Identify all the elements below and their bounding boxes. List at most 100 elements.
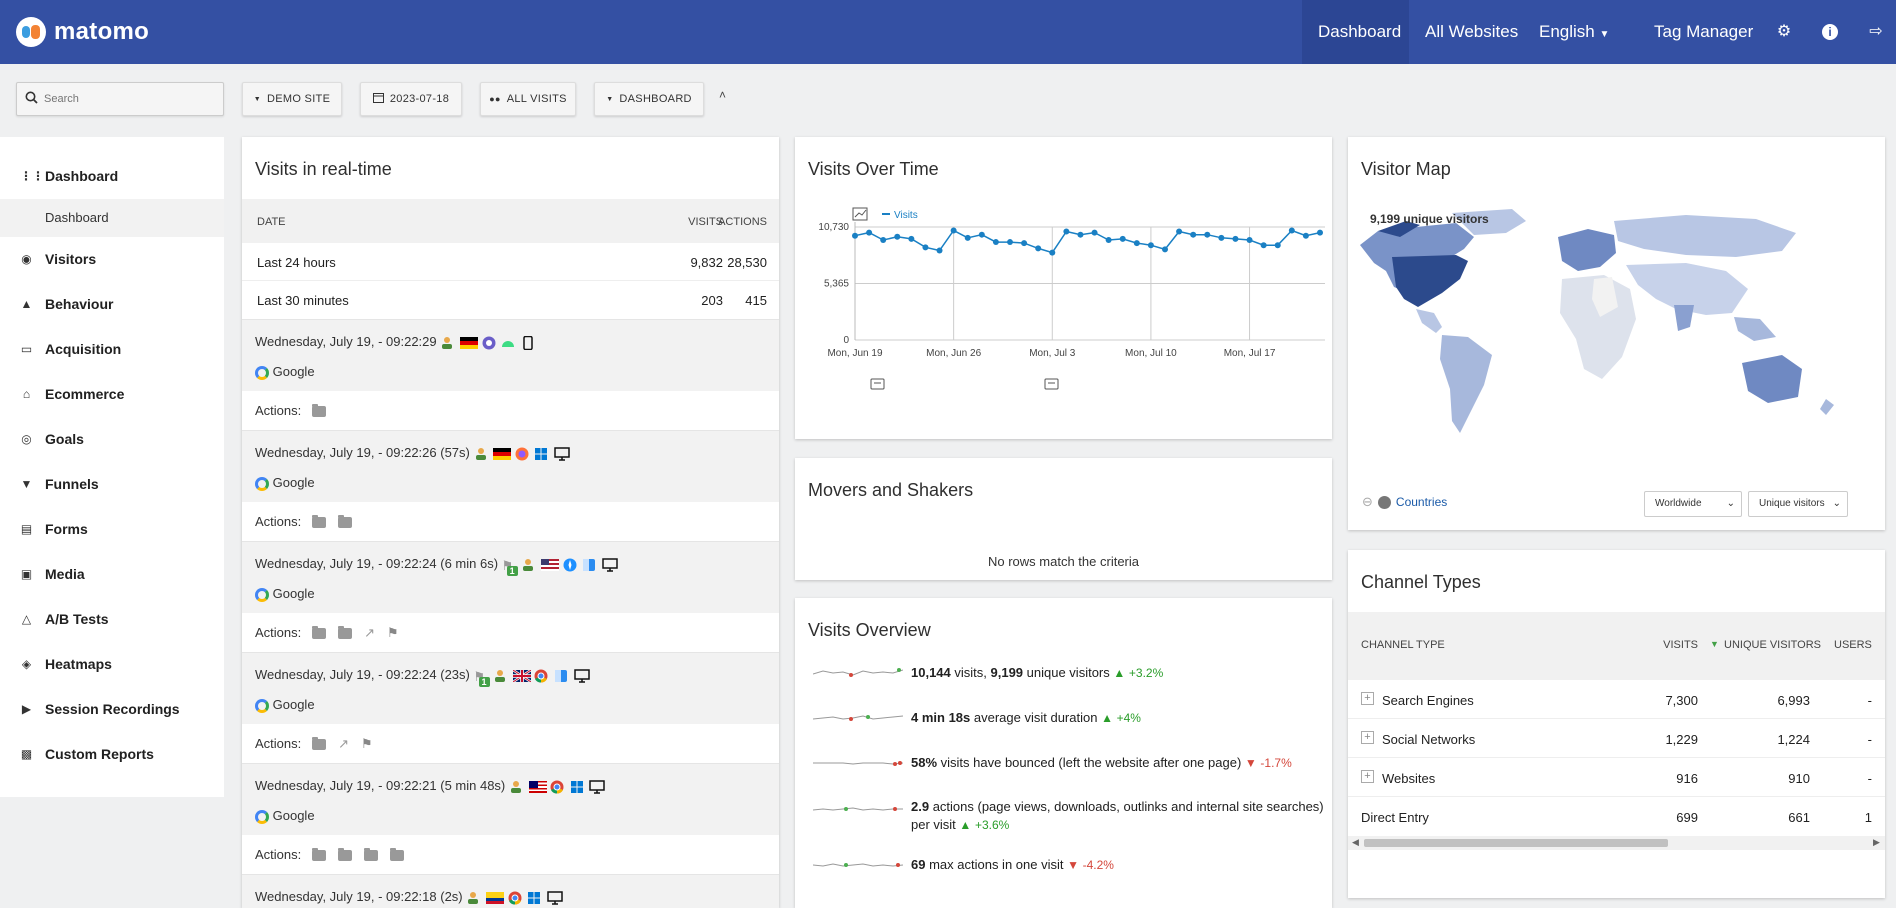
map-region-india[interactable]: [1674, 305, 1694, 331]
search-box[interactable]: [16, 82, 224, 116]
world-map[interactable]: [1356, 209, 1876, 459]
gear-icon[interactable]: ⚙: [1776, 23, 1792, 40]
chart-legend[interactable]: Visits: [894, 210, 918, 221]
chart-type-icon[interactable]: [852, 207, 868, 221]
table-row[interactable]: Direct Entry 699 661 1: [1348, 797, 1885, 836]
data-point[interactable]: [1091, 229, 1098, 236]
referrer-name[interactable]: Google: [272, 808, 315, 823]
map-region-africa[interactable]: [1560, 275, 1636, 379]
visitor-profile-icon[interactable]: [521, 558, 537, 572]
sidebar-subitem-dashboard[interactable]: Dashboard: [0, 199, 224, 237]
map-region-asia[interactable]: [1626, 263, 1748, 315]
data-point[interactable]: [1021, 240, 1028, 247]
data-point[interactable]: [866, 229, 873, 236]
nav-dashboard[interactable]: Dashboard: [1302, 0, 1409, 64]
site-selector[interactable]: ▼ DEMO SITE: [242, 82, 342, 116]
referrer-name[interactable]: Google: [272, 697, 315, 712]
referrer-name[interactable]: Google: [272, 475, 315, 490]
data-point[interactable]: [1007, 239, 1013, 246]
referrer-name[interactable]: Google: [272, 364, 315, 379]
sidebar-item-media[interactable]: ▣ Media: [0, 554, 224, 594]
data-point[interactable]: [1302, 232, 1309, 239]
visitor-profile-icon[interactable]: [466, 891, 482, 905]
folder-icon[interactable]: [312, 515, 327, 529]
folder-icon[interactable]: [364, 848, 379, 862]
folder-icon[interactable]: [312, 626, 327, 640]
map-region-europe[interactable]: [1558, 229, 1616, 271]
visitor-profile-icon[interactable]: [493, 669, 509, 683]
data-point[interactable]: [1133, 240, 1140, 247]
visitor-profile-icon[interactable]: [474, 447, 490, 461]
map-region-usa[interactable]: [1392, 255, 1468, 307]
info-icon[interactable]: i: [1820, 22, 1840, 42]
data-point[interactable]: [1176, 228, 1183, 235]
scroll-left-icon[interactable]: ◀: [1352, 837, 1359, 847]
visitor-profile-icon[interactable]: [509, 780, 525, 794]
flag-icon[interactable]: ⚑: [387, 625, 399, 640]
dashboard-selector[interactable]: ▼ DASHBOARD: [594, 82, 704, 116]
column-users[interactable]: USERS: [1834, 639, 1872, 651]
region-select[interactable]: Worldwide ⌄: [1644, 491, 1742, 517]
data-point[interactable]: [1049, 249, 1056, 256]
outlink-icon[interactable]: ↗: [364, 625, 375, 640]
sparkline[interactable]: [813, 710, 903, 726]
data-point[interactable]: [1190, 231, 1197, 238]
map-region-australia[interactable]: [1742, 355, 1802, 403]
nav-language[interactable]: English ▼: [1523, 0, 1617, 64]
sparkline[interactable]: [813, 857, 903, 873]
search-input[interactable]: [44, 93, 214, 105]
flag-icon[interactable]: ⚑: [361, 736, 373, 751]
sidebar-item-session-recordings[interactable]: ▶ Session Recordings: [0, 689, 224, 729]
data-point[interactable]: [1077, 231, 1084, 238]
nav-all-websites[interactable]: All Websites: [1425, 22, 1519, 41]
table-row[interactable]: + Websites 916 910 -: [1348, 758, 1885, 797]
column-channel-type[interactable]: CHANNEL TYPE: [1361, 639, 1445, 651]
visit-entry[interactable]: Wednesday, July 19, - 09:22:24 (23s) ⚑ 1 …: [242, 652, 779, 763]
sidebar-item-ab-tests[interactable]: △ A/B Tests: [0, 599, 224, 639]
period-selector[interactable]: 2023-07-18: [360, 82, 462, 116]
sidebar-item-goals[interactable]: ◎ Goals: [0, 419, 224, 459]
data-point[interactable]: [950, 227, 957, 234]
data-point[interactable]: [1288, 227, 1295, 234]
data-point[interactable]: [1063, 228, 1070, 235]
expand-icon[interactable]: +: [1361, 692, 1374, 705]
data-point[interactable]: [1119, 235, 1126, 242]
visitor-profile-icon[interactable]: [440, 336, 456, 350]
data-point[interactable]: [964, 234, 971, 241]
collapse-toolbar-icon[interactable]: ˄: [719, 88, 727, 102]
column-unique-visitors[interactable]: UNIQUE VISITORS: [1724, 639, 1821, 651]
column-visits[interactable]: VISITS: [1663, 639, 1698, 651]
folder-icon[interactable]: [312, 848, 327, 862]
horizontal-scrollbar[interactable]: ◀ ▶: [1348, 836, 1885, 850]
data-point[interactable]: [894, 233, 901, 240]
visit-entry[interactable]: Wednesday, July 19, - 09:22:29 Google Ac…: [242, 319, 779, 430]
referrer-name[interactable]: Google: [272, 586, 315, 601]
folder-icon[interactable]: [390, 848, 405, 862]
sparkline[interactable]: [813, 801, 903, 817]
sidebar-item-funnels[interactable]: ▼ Funnels: [0, 464, 224, 504]
folder-icon[interactable]: [338, 848, 353, 862]
sparkline[interactable]: [813, 755, 903, 771]
sidebar-item-heatmaps[interactable]: ◈ Heatmaps: [0, 644, 224, 684]
matomo-logo[interactable]: matomo: [16, 17, 149, 47]
data-point[interactable]: [978, 231, 985, 238]
map-region-russia[interactable]: [1614, 215, 1796, 257]
folder-icon[interactable]: [338, 515, 353, 529]
expand-icon[interactable]: +: [1361, 731, 1374, 744]
table-row[interactable]: + Social Networks 1,229 1,224 -: [1348, 719, 1885, 758]
data-point[interactable]: [1035, 245, 1042, 252]
data-point[interactable]: [1147, 242, 1154, 249]
visit-entry[interactable]: Wednesday, July 19, - 09:22:18 (2s): [242, 874, 779, 908]
sidebar-item-dashboard[interactable]: ⋮⋮ Dashboard: [0, 156, 224, 196]
annotation-icon[interactable]: [870, 378, 885, 390]
annotation-icon[interactable]: [1044, 378, 1059, 390]
data-point[interactable]: [880, 236, 887, 243]
data-point[interactable]: [1204, 231, 1211, 238]
nav-tag-manager[interactable]: Tag Manager: [1654, 22, 1754, 41]
sidebar-item-forms[interactable]: ▤ Forms: [0, 509, 224, 549]
folder-icon[interactable]: [338, 626, 353, 640]
scroll-right-icon[interactable]: ▶: [1873, 837, 1880, 847]
data-point[interactable]: [936, 247, 943, 254]
outlink-icon[interactable]: ↗: [338, 736, 349, 751]
data-point[interactable]: [1232, 235, 1239, 242]
